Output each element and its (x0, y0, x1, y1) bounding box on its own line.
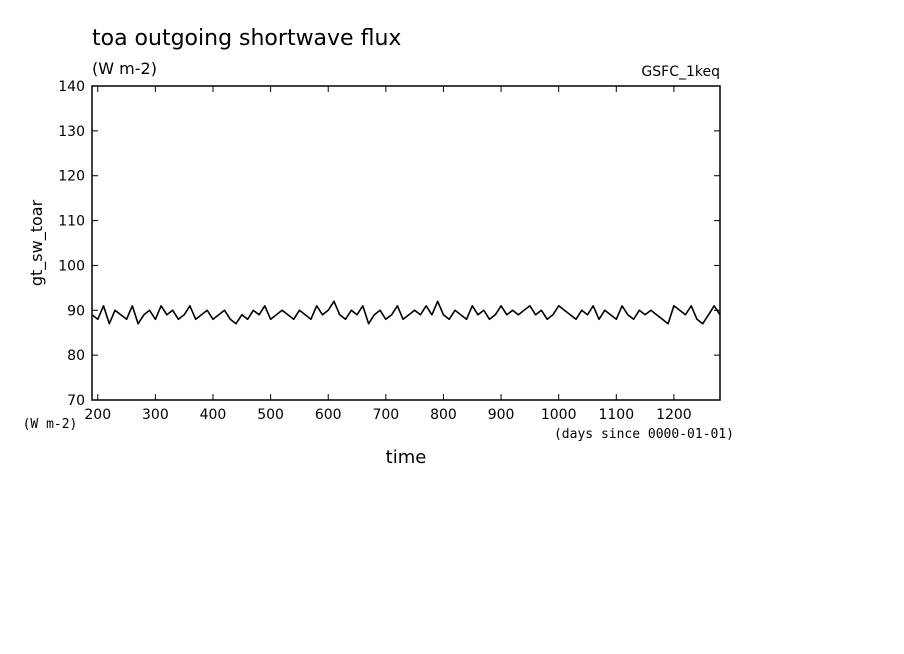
dataset-label: GSFC_1keq (641, 64, 720, 80)
y-tick-label: 110 (58, 214, 85, 230)
x-tick-label: 900 (488, 407, 515, 423)
x-tick-label: 1200 (656, 407, 692, 423)
x-tick-label: 400 (200, 407, 227, 423)
x-tick-label: 300 (142, 407, 169, 423)
y-tick-label: 100 (58, 258, 85, 274)
y-axis-label: gt_sw_toar (27, 199, 47, 286)
x-tick-label: 1000 (541, 407, 577, 423)
plot-frame (91, 85, 721, 401)
x-tick-label: 800 (430, 407, 457, 423)
series-line (91, 300, 721, 325)
chart-title: toa outgoing shortwave flux (92, 26, 401, 51)
y-tick-label: 120 (58, 169, 85, 185)
y-tick-label: 70 (67, 393, 85, 409)
x-axis-units: (days since 0000-01-01) (554, 427, 734, 442)
y-tick-label: 90 (67, 303, 85, 319)
plot-area: 200 300 400 500 600 700 800 900 1000 1100 1200 70 80… (58, 79, 721, 423)
y-axis-units: (W m-2) (23, 417, 78, 432)
x-tick-label: 200 (84, 407, 111, 423)
chart-subtitle: (W m-2) (92, 59, 157, 78)
x-axis-label: time (386, 447, 427, 468)
y-tick-label: 80 (67, 348, 85, 364)
x-tick-label: 1100 (598, 407, 634, 423)
x-tick-label: 500 (257, 407, 284, 423)
y-tick-label: 140 (58, 79, 85, 95)
x-tick-label: 600 (315, 407, 342, 423)
y-tick-label: 130 (58, 124, 85, 140)
x-tick-label: 700 (372, 407, 399, 423)
